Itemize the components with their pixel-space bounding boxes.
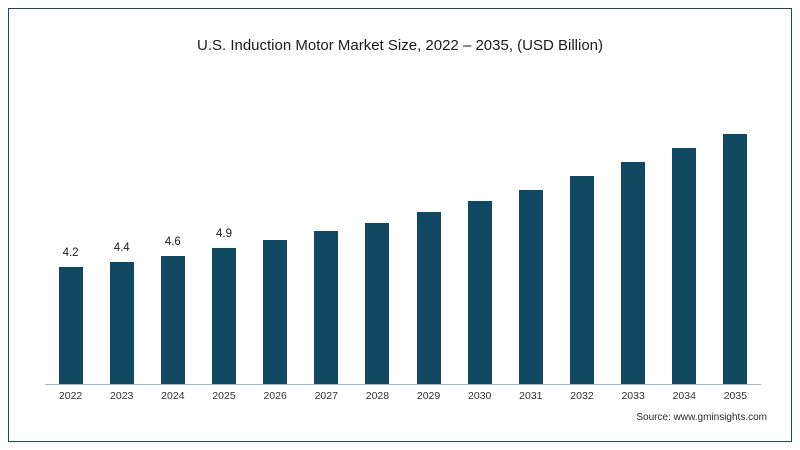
x-tick-label: 2032 <box>570 390 594 402</box>
bar-slot <box>301 109 352 384</box>
bar <box>365 222 390 384</box>
x-tick-label: 2023 <box>110 390 134 402</box>
bar <box>314 231 339 384</box>
bar-value-label: 4.6 <box>164 236 181 249</box>
x-axis-line <box>45 384 761 385</box>
bar-slot: 4.2 <box>45 109 96 384</box>
x-tick-label: 2025 <box>212 390 236 402</box>
x-tick-label: 2033 <box>621 390 645 402</box>
x-tick-label: 2029 <box>416 390 441 402</box>
x-tick-label: 2026 <box>263 390 287 402</box>
bar-slot: 4.6 <box>147 109 198 384</box>
bar-slot: 4.9 <box>198 109 249 384</box>
x-tick-label: 2031 <box>519 390 543 402</box>
bar <box>723 134 748 384</box>
plot-area: 4.2 4.4 4.6 4.9 <box>45 109 761 384</box>
chart-frame: U.S. Induction Motor Market Size, 2022 –… <box>8 8 792 442</box>
bar-slot <box>556 109 607 384</box>
bar <box>160 256 185 384</box>
x-tick-label: 2035 <box>723 390 748 402</box>
bar <box>467 200 492 384</box>
bar-value-label: 4.4 <box>113 241 130 254</box>
bar-slot <box>659 109 710 384</box>
bar-slot <box>352 109 403 384</box>
x-tick-label: 2030 <box>468 390 492 402</box>
bar-slot <box>250 109 301 384</box>
bar-slot: 4.4 <box>96 109 147 384</box>
source-note: Source: www.gminsights.com <box>636 412 767 423</box>
bar <box>109 261 134 384</box>
bar-slot <box>454 109 505 384</box>
x-tick-label: 2027 <box>314 390 338 402</box>
bar-slot <box>505 109 556 384</box>
bar <box>263 239 288 384</box>
bar-value-label: 4.2 <box>62 247 79 260</box>
bar <box>672 147 697 384</box>
bar <box>58 267 83 384</box>
bar <box>416 211 441 384</box>
bar <box>211 247 236 384</box>
x-axis-tick-labels: 2022 2023 2024 2025 2026 2027 2028 2029 2030 2031… <box>45 390 761 402</box>
chart-title: U.S. Induction Motor Market Size, 2022 –… <box>196 37 604 54</box>
x-tick-label: 2024 <box>161 390 185 402</box>
x-tick-label: 2028 <box>365 390 390 402</box>
bar <box>518 189 543 384</box>
bar-slot <box>403 109 454 384</box>
bar <box>621 161 646 384</box>
bar-value-label: 4.9 <box>215 227 232 240</box>
bar-series: 4.2 4.4 4.6 4.9 <box>45 109 761 384</box>
x-tick-label: 2034 <box>672 390 696 402</box>
x-tick-label: 2022 <box>58 390 83 402</box>
bar-slot <box>608 109 659 384</box>
bar <box>569 175 594 384</box>
bar-slot <box>710 109 761 384</box>
